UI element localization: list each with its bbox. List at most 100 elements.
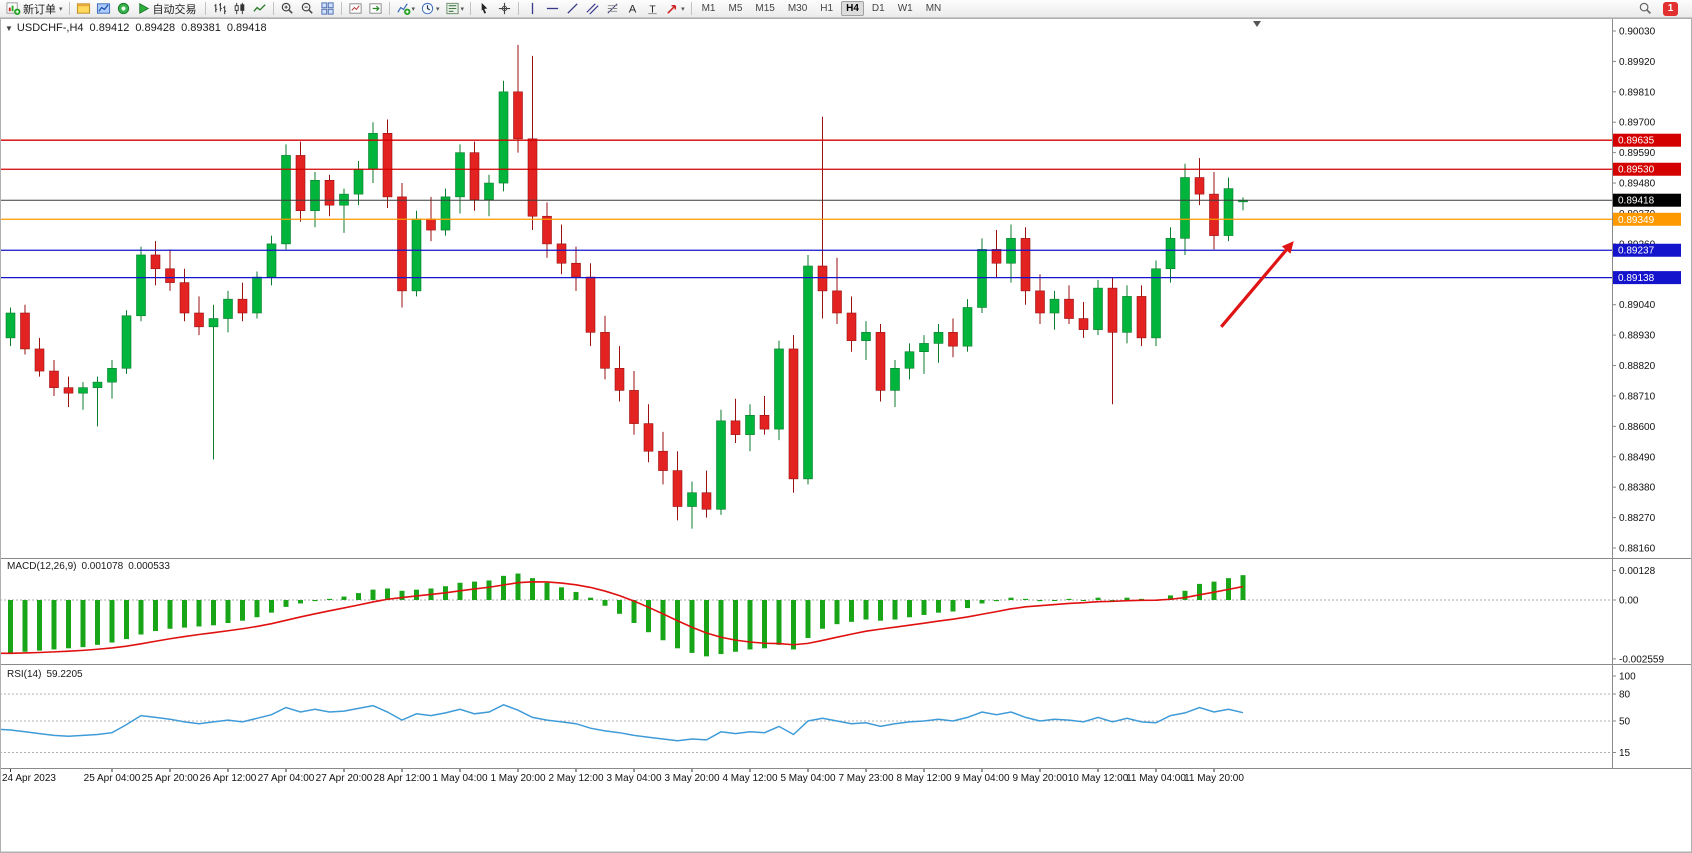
cursor-button[interactable] (475, 0, 494, 17)
new-order-button[interactable]: 新订单 ▾ (4, 0, 65, 17)
time-axis-label: 11 May 20:00 (1184, 773, 1244, 784)
time-axis-label: 25 Apr 04:00 (84, 773, 141, 784)
timeframe-h4[interactable]: H4 (841, 1, 864, 16)
trendline-icon (565, 1, 580, 16)
autotrading-button[interactable]: 自动交易 (134, 0, 201, 17)
chevron-down-icon: ▾ (59, 5, 63, 13)
timeframe-w1[interactable]: W1 (897, 3, 913, 14)
main-toolbar: 新订单 ▾ 自动交易 ▾ ▾ ▾ A T ▾ M1 M5 M15 M30 H1 H4 D1 W1 MN 1 (0, 0, 1692, 18)
crosshair-button[interactable] (495, 0, 514, 17)
auto-arrange-icon (348, 1, 363, 16)
line-chart-icon (252, 1, 267, 16)
time-axis-label: 4 May 12:00 (722, 773, 777, 784)
toolbar-separator (68, 2, 70, 15)
horizontal-line-button[interactable] (543, 0, 562, 17)
timeframe-d1[interactable]: D1 (871, 3, 885, 14)
price-axis-label: 0.88930 (1619, 331, 1656, 342)
chevron-down-icon: ▾ (411, 5, 416, 13)
chevron-down-icon: ▾ (460, 5, 465, 13)
rsi-title: RSI(14) (7, 669, 42, 680)
profile-button[interactable] (94, 0, 113, 17)
zoom-out-button[interactable] (298, 0, 317, 17)
time-axis-label: 27 Apr 20:00 (316, 773, 373, 784)
bar-chart-button[interactable] (210, 0, 229, 17)
price-chart-svg[interactable]: 0.90030 0.89920 0.89810 0.89700 0.89590 0.894… (0, 18, 1692, 853)
auto-arrange-button[interactable] (346, 0, 365, 17)
arrow-shapes-icon (665, 1, 680, 16)
price-tag-0.89349-label: 0.89349 (1618, 215, 1655, 226)
periods-button[interactable]: ▾ (418, 0, 442, 17)
rsi-indicator-label: RSI(14) 59.2205 (7, 669, 83, 680)
data-window-icon (116, 1, 131, 16)
toolbar-separator (388, 2, 390, 15)
chart-window-icon (76, 1, 91, 16)
channel-icon (585, 1, 600, 16)
toolbar-buttons: 新订单 ▾ 自动交易 ▾ ▾ ▾ A T ▾ M1 M5 M15 M30 H1 H4 D1 W1 MN (4, 0, 947, 18)
indicators-icon (396, 1, 411, 16)
candlestick-chart-button[interactable] (230, 0, 249, 17)
tile-windows-icon (320, 1, 335, 16)
macd-panel: 0.00128 0.00 -0.002559 (0, 566, 1664, 665)
price-axis-label: 0.89590 (1619, 148, 1656, 159)
toolbar-separator (470, 2, 472, 15)
timeframe-m30[interactable]: M30 (787, 3, 808, 14)
new-order-button-label: 新订单 (23, 3, 56, 16)
trend-arrow-object[interactable] (1220, 241, 1294, 328)
price-axis-label: 0.88710 (1619, 391, 1656, 402)
price-axis-label: 0.88600 (1619, 422, 1656, 433)
bar-chart-icon (212, 1, 227, 16)
time-axis-label: 9 May 04:00 (954, 773, 1009, 784)
trend-arrow-line[interactable] (1220, 246, 1290, 328)
time-axis-label: 24 Apr 2023 (2, 773, 56, 784)
rsi-value: 59.2205 (46, 669, 83, 680)
toolbar-right-cluster: 1 (1636, 0, 1678, 17)
price-tag-0.89530 (1613, 162, 1681, 176)
time-axis-label: 28 Apr 12:00 (374, 773, 431, 784)
timeframe-m1[interactable]: M1 (701, 3, 716, 14)
text-button[interactable]: A (623, 0, 642, 17)
macd-axis-label: 0.00128 (1619, 566, 1656, 577)
macd-signal-value: 0.000533 (128, 561, 170, 572)
time-axis-label: 27 Apr 04:00 (258, 773, 315, 784)
arrows-button[interactable]: ▾ (663, 0, 687, 17)
price-tag-0.89138 (1613, 271, 1681, 285)
chart-shift-marker[interactable] (1253, 21, 1261, 27)
text-icon: A (625, 1, 640, 16)
notifications-badge[interactable]: 1 (1663, 1, 1678, 16)
bid-price-tag (1613, 193, 1681, 207)
charts-window-button[interactable] (74, 0, 93, 17)
macd-signal-line (0, 580, 1244, 655)
chart-shift-button[interactable] (366, 0, 385, 17)
data-window-button[interactable] (114, 0, 133, 17)
macd-indicator-label: MACD(12,26,9) 0.001078 0.000533 (7, 561, 170, 572)
time-axis-label: 9 May 20:00 (1012, 773, 1067, 784)
text-label-icon: T (645, 1, 660, 16)
fibonacci-button[interactable] (603, 0, 622, 17)
timeframe-mn[interactable]: MN (925, 3, 942, 14)
indicators-button[interactable]: ▾ (394, 0, 418, 17)
zoom-in-button[interactable] (278, 0, 297, 17)
vertical-line-button[interactable] (523, 0, 542, 17)
macd-value: 0.001078 (81, 561, 124, 572)
macd-axis-label: -0.002559 (1619, 654, 1664, 665)
price-axis-label: 0.89920 (1619, 57, 1656, 68)
clock-icon (420, 1, 435, 16)
search-button[interactable] (1636, 0, 1655, 17)
line-chart-button[interactable] (250, 0, 269, 17)
price-axis-label: 0.88270 (1619, 513, 1656, 524)
tile-windows-button[interactable] (318, 0, 337, 17)
timeframe-m15[interactable]: M15 (755, 3, 775, 14)
trend-arrow-head (1281, 241, 1294, 254)
toolbar-separator (340, 2, 342, 15)
chart-low-value: 0.89381 (181, 22, 221, 34)
timeframe-h1[interactable]: H1 (820, 3, 834, 14)
trendline-button[interactable] (563, 0, 582, 17)
text-label-button[interactable]: T (643, 0, 662, 17)
templates-button[interactable]: ▾ (443, 0, 467, 17)
equidistant-channel-button[interactable] (583, 0, 602, 17)
timeframe-m5[interactable]: M5 (728, 3, 743, 14)
svg-text:T: T (649, 4, 656, 15)
price-axis-label: 0.88490 (1619, 452, 1656, 463)
collapse-indicators-icon[interactable]: ▼ (5, 24, 13, 33)
price-tag-0.89237-label: 0.89237 (1618, 246, 1655, 257)
